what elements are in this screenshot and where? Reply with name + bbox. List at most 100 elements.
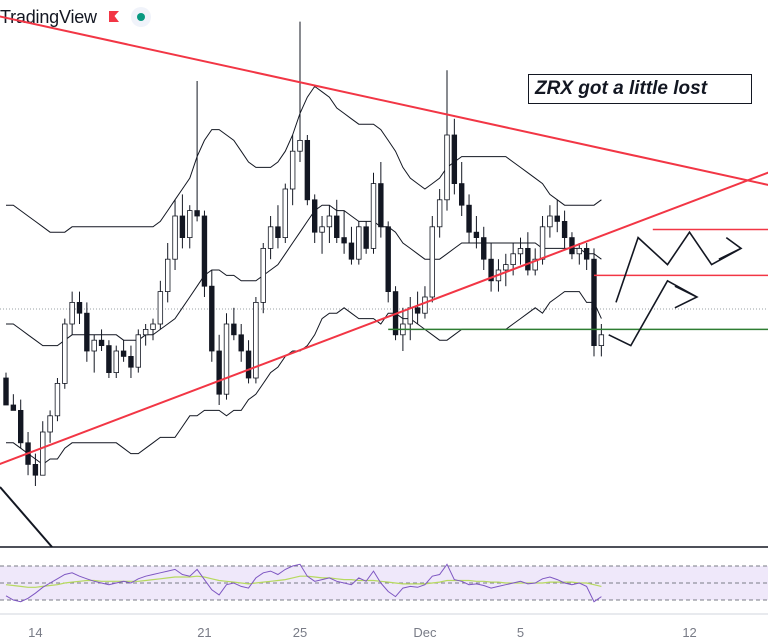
time-tick-label: 12 (682, 625, 696, 640)
projection-path-1 (615, 230, 743, 303)
candle-body (172, 215, 178, 260)
annotation-box[interactable]: ZRX got a little lost (528, 74, 752, 104)
candle-body (231, 323, 237, 336)
candle-body (275, 226, 281, 239)
candle-body (326, 215, 333, 228)
candle-body (150, 323, 156, 330)
flag-icon[interactable] (107, 10, 121, 24)
candle-body (517, 247, 524, 255)
candle-body (378, 183, 384, 228)
candle-body (348, 242, 355, 260)
projection-path-2 (608, 279, 699, 347)
candle-body (473, 231, 480, 238)
rsi-moving-average (5, 575, 602, 588)
candle-body (304, 139, 311, 201)
candle-body (267, 226, 274, 249)
candle-body (436, 199, 443, 228)
candle-body (98, 339, 105, 347)
candle-body (407, 307, 413, 325)
time-axis[interactable]: 14 21 25 Dec 5 12 (0, 613, 768, 640)
candle-body (282, 188, 288, 238)
candle-body (591, 258, 597, 347)
market-status-icon (130, 7, 151, 27)
candle-body (334, 215, 340, 239)
projections[interactable] (608, 230, 743, 347)
candle-body (532, 258, 538, 271)
candle-body (481, 237, 487, 260)
candle-body (510, 253, 516, 266)
candle-body (363, 226, 369, 249)
candle-body (503, 264, 509, 271)
candle-body (458, 183, 465, 206)
candle-body (209, 285, 215, 352)
candle-body (356, 226, 362, 260)
candle-body (84, 312, 90, 352)
candle-body (142, 328, 149, 336)
candle-body (576, 247, 582, 255)
ascending-support-line (0, 171, 768, 465)
candle-body (414, 307, 421, 314)
candle-body (488, 258, 494, 282)
candle-body (451, 134, 458, 184)
candle-body (128, 355, 134, 368)
bollinger-middle (6, 204, 602, 347)
candle-body (598, 334, 605, 346)
annotation-text: ZRX got a little lost (535, 78, 708, 99)
candle-body (429, 226, 435, 298)
candles (3, 21, 605, 486)
candle-body (554, 215, 560, 222)
candle-body (238, 334, 244, 352)
candle-body (422, 296, 428, 314)
candle-body (223, 323, 230, 395)
candle-body (561, 220, 568, 238)
candle-body (370, 183, 377, 249)
candle-body (385, 226, 391, 293)
candle-body (253, 301, 259, 379)
candle-body (164, 258, 171, 293)
time-tick-label: 21 (197, 625, 211, 640)
candle-body (245, 350, 252, 379)
time-tick-label: 14 (28, 625, 42, 640)
candle-body (54, 382, 61, 417)
time-tick-label: 25 (293, 625, 307, 640)
candle-body (32, 463, 39, 476)
candle-body (216, 350, 222, 395)
candle-body (157, 291, 164, 325)
bollinger-lower (6, 291, 602, 466)
time-tick-label: 5 (517, 625, 524, 640)
candle-body (120, 350, 127, 357)
candle-body (91, 339, 97, 352)
candle-body (187, 210, 193, 239)
candle-body (289, 150, 296, 190)
candle-body (179, 215, 186, 239)
candle-body (194, 210, 200, 217)
candle-body (201, 215, 208, 287)
candle-body (135, 334, 141, 368)
bollinger-upper (6, 85, 602, 233)
candle-body (69, 301, 75, 325)
candle-body (10, 404, 17, 411)
rsi-line (5, 563, 602, 603)
candle-body (17, 409, 24, 444)
candle-body (47, 415, 53, 433)
candle-body (547, 215, 553, 228)
time-tick-label: Dec (413, 625, 437, 640)
bollinger-bands (6, 85, 602, 466)
candle-body (341, 237, 347, 244)
candle-body (260, 247, 266, 303)
candle-body (466, 204, 472, 233)
candle-body (525, 247, 531, 271)
candle-body (319, 226, 325, 233)
trendlines[interactable] (0, 15, 768, 548)
candle-body (40, 431, 46, 476)
candle-body (3, 377, 9, 406)
candle-body (76, 301, 83, 314)
candle-body (62, 323, 68, 384)
rsi-pane (0, 563, 768, 603)
candle-body (444, 134, 450, 201)
descending-resistance-line (0, 15, 768, 186)
candle-body (311, 199, 318, 233)
candle-body (539, 226, 546, 260)
